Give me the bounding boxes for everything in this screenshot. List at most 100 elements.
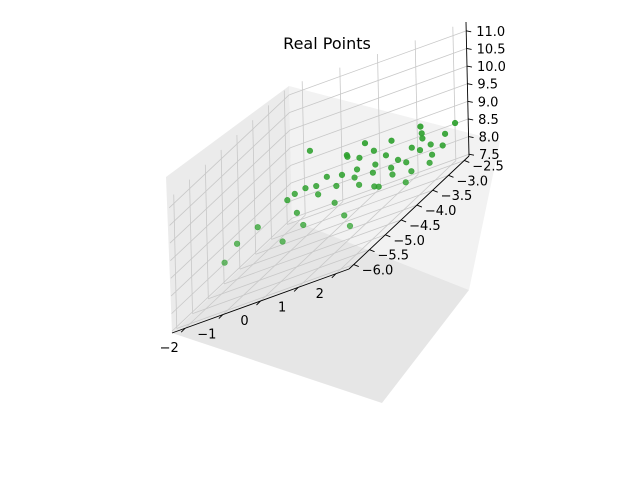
gridline-y-left: [252, 120, 257, 255]
scatter-point: [331, 199, 338, 206]
gridline-z-back: [291, 118, 469, 184]
scatter-point: [408, 144, 415, 151]
scatter-point: [428, 151, 436, 158]
y-tick-mark: [385, 234, 391, 238]
y-axis-line: [348, 155, 470, 270]
scatter-point: [419, 135, 426, 142]
scatter-point: [254, 224, 261, 231]
gridline-y-floor: [176, 264, 354, 329]
gridline-y-left: [204, 164, 209, 299]
gridline-y-left: [236, 135, 241, 270]
gridline-z-left: [169, 112, 290, 226]
x-tick-mark: [218, 314, 224, 319]
scatter-point: [426, 159, 433, 166]
z-tick-mark: [468, 136, 474, 139]
scatter-point: [233, 240, 241, 247]
scatter-point: [351, 174, 358, 181]
scatter-point: [291, 190, 298, 198]
scatter-point: [302, 185, 309, 192]
scatter-point: [369, 169, 376, 176]
gridline-y-floor: [287, 160, 465, 225]
floor-pane: [172, 220, 469, 403]
y-tick-mark: [416, 204, 423, 208]
scatter-point: [408, 168, 415, 175]
gridline-z-left: [169, 129, 291, 244]
gridline-x-back: [301, 81, 306, 216]
scatter-point: [315, 191, 322, 198]
scatter-point: [388, 164, 395, 171]
scatter-point: [370, 147, 377, 154]
gridline-y-floor: [208, 234, 386, 300]
scatter-point: [306, 147, 314, 154]
scatter-point: [361, 140, 369, 147]
y-tick-label: −3.0: [456, 174, 488, 189]
tick-labels: −2 −1 0 1 2 −2.5−3.0−3.5−4.0−4.5−5.0−5.5−6.0 7…: [160, 25, 506, 356]
scatter-point: [441, 130, 449, 137]
scatter-point: [293, 209, 301, 216]
scatter-point: [416, 147, 424, 154]
z-tick-label: 8.0: [479, 131, 500, 146]
y-tick-mark: [400, 219, 407, 223]
z-tick-label: 10.5: [477, 42, 506, 57]
scatter-point: [394, 156, 402, 164]
scatter-point: [451, 119, 459, 127]
scatter-point: [313, 182, 320, 190]
scatter-point: [439, 142, 446, 149]
y-tick-mark: [432, 189, 438, 193]
x-tick-label: 0: [240, 314, 248, 329]
gridline-x-back: [377, 53, 381, 189]
z-tick-label: 9.0: [478, 95, 499, 110]
gridline-z-left: [170, 182, 292, 297]
gridline-z-left: [171, 217, 293, 332]
tick-marks: [180, 30, 475, 333]
z-tick-label: 7.5: [479, 148, 500, 163]
scatter-point: [382, 152, 390, 159]
y-tick-label: −2.5: [472, 159, 504, 174]
y-tick-label: −4.5: [409, 219, 441, 234]
gridline-z-back: [290, 83, 468, 149]
y-tick-mark: [448, 174, 454, 178]
gridline-y-floor: [271, 174, 449, 240]
scatter-point: [356, 154, 363, 161]
y-tick-label: −5.5: [378, 249, 410, 264]
z-tick-label: 10.0: [477, 60, 506, 75]
scatter-point: [346, 222, 354, 230]
gridline-z-back: [289, 48, 467, 113]
scatter-point: [344, 153, 351, 160]
scatter-point: [388, 137, 395, 144]
scatter-point: [372, 161, 379, 168]
scatter-point: [427, 141, 434, 148]
scatter-point: [300, 221, 307, 229]
y-tick-label: −6.0: [362, 264, 394, 279]
chart-title: Real Points: [283, 34, 371, 53]
z-tick-mark: [468, 118, 474, 121]
gridline-y-left: [189, 179, 193, 314]
z-tick-mark: [466, 48, 472, 50]
z-tick-mark: [466, 30, 472, 33]
scatter-point: [417, 123, 424, 130]
scatter-point: [402, 179, 409, 186]
gridline-z-back: [291, 136, 469, 201]
x-tick-mark: [331, 273, 337, 279]
x-tick-mark: [293, 287, 299, 292]
scatter-point: [418, 130, 425, 137]
y-tick-mark: [353, 264, 359, 267]
z-tick-mark: [466, 65, 473, 68]
scatter-point: [353, 166, 361, 173]
y-tick-label: −5.0: [393, 234, 425, 249]
scatter-point: [284, 197, 291, 204]
gridline-z-back: [290, 100, 468, 166]
scatter-point: [338, 171, 346, 178]
scatter-point: [403, 159, 410, 166]
gridline-y-floor: [239, 204, 418, 270]
scatter-point: [341, 212, 348, 219]
gridline-z-left: [170, 147, 291, 262]
x-tick-mark: [180, 327, 186, 333]
scatter-point: [375, 183, 382, 190]
z-tick-mark: [468, 153, 475, 156]
z-tick-label: 8.5: [478, 113, 499, 128]
scatter-point: [221, 259, 228, 266]
scatter-points: [221, 119, 459, 266]
